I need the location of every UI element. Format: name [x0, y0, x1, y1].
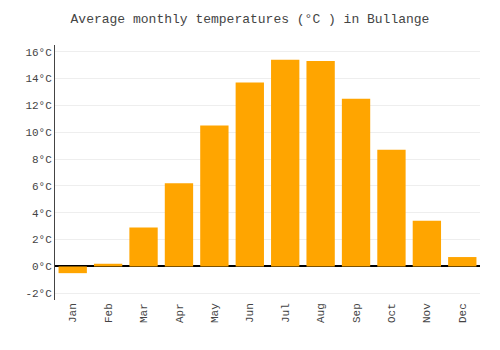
svg-text:Jun: Jun [244, 303, 256, 323]
svg-text:May: May [209, 303, 221, 323]
svg-text:Apr: Apr [174, 303, 186, 323]
svg-text:14°C: 14°C [25, 73, 52, 85]
svg-text:-2°C: -2°C [25, 288, 52, 300]
svg-text:Nov: Nov [421, 303, 433, 323]
svg-text:Jan: Jan [67, 303, 79, 323]
svg-text:10°C: 10°C [25, 127, 52, 139]
svg-text:Jul: Jul [280, 303, 292, 323]
svg-text:12°C: 12°C [25, 100, 52, 112]
svg-text:Feb: Feb [103, 303, 115, 323]
svg-text:Sep: Sep [351, 303, 363, 323]
svg-text:Average monthly temperatures (: Average monthly temperatures (°C ) in Bu… [71, 12, 430, 27]
svg-text:Mar: Mar [138, 303, 150, 323]
svg-text:Aug: Aug [315, 303, 327, 323]
svg-text:4°C: 4°C [32, 208, 52, 220]
svg-text:8°C: 8°C [32, 154, 52, 166]
svg-text:6°C: 6°C [32, 181, 52, 193]
svg-text:2°C: 2°C [32, 234, 52, 246]
svg-text:Dec: Dec [457, 303, 469, 323]
svg-text:Oct: Oct [386, 303, 398, 323]
svg-text:16°C: 16°C [25, 47, 52, 59]
svg-text:0°C: 0°C [32, 261, 52, 273]
